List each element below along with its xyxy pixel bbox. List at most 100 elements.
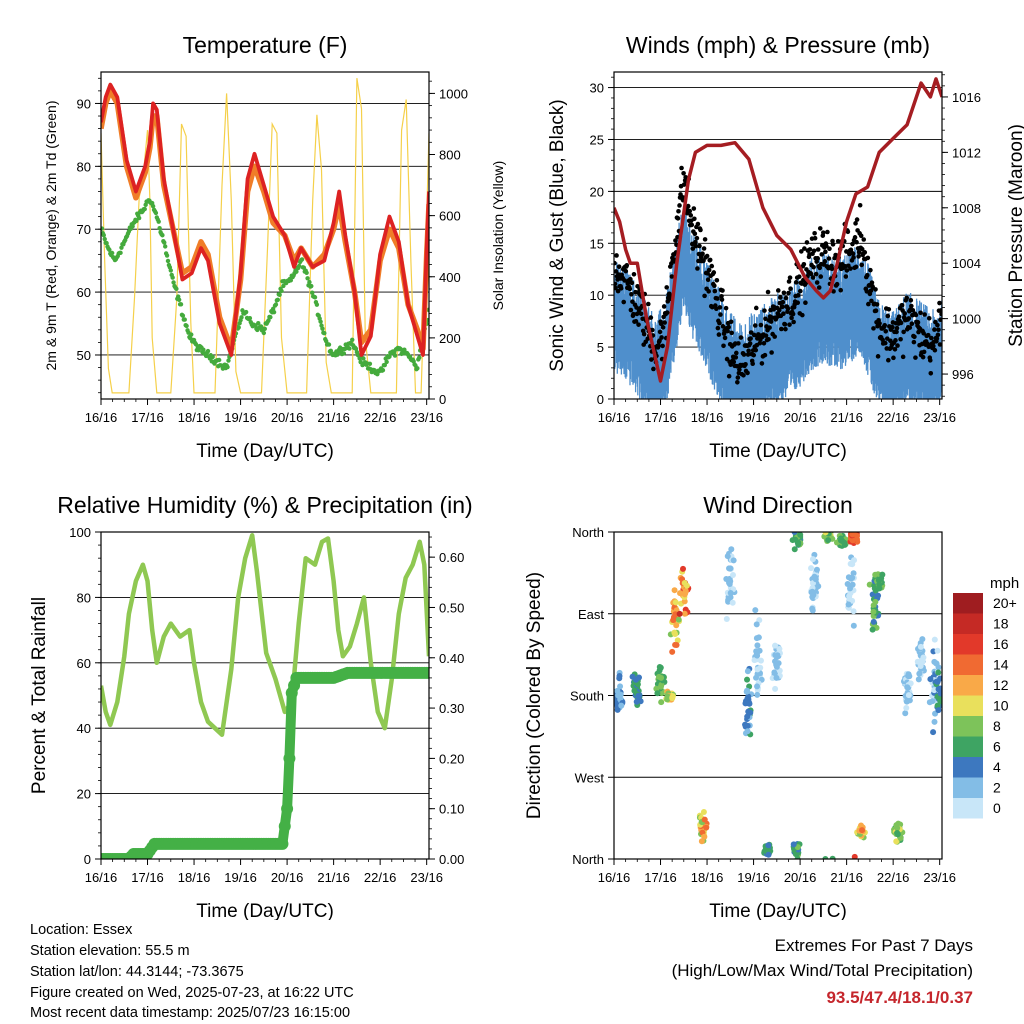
gust-point <box>772 334 777 339</box>
wind-direction-point <box>851 853 858 859</box>
wind-direction-point <box>765 842 772 849</box>
y2-tick-label: 1000 <box>439 86 468 101</box>
gust-point <box>759 361 765 366</box>
gust-point <box>823 249 828 255</box>
dewpoint-point <box>261 330 267 336</box>
gust-point <box>812 235 818 241</box>
gust-point <box>893 338 898 343</box>
gust-point <box>681 171 686 176</box>
wind-direction-point <box>744 695 751 702</box>
y-tick-label: 100 <box>69 525 91 540</box>
dewpoint-point <box>367 361 373 366</box>
y2-tick-label: 1000 <box>952 312 981 327</box>
legend-label: 16 <box>993 636 1009 652</box>
gust-point <box>728 319 734 325</box>
gust-point <box>725 328 730 334</box>
gust-point <box>734 350 739 356</box>
dewpoint-point <box>268 314 273 320</box>
gust-point <box>925 332 931 338</box>
gust-point <box>891 355 896 361</box>
gust-point <box>695 221 701 227</box>
gust-point <box>745 370 750 376</box>
plot-area <box>101 78 429 394</box>
y-tick-label: 20 <box>590 184 604 199</box>
wind-direction-point <box>754 652 761 659</box>
y2-tick-label: 0.30 <box>439 701 464 716</box>
legend-swatch <box>953 777 983 798</box>
y-tick-label: 5 <box>597 340 604 355</box>
gust-point <box>728 362 733 367</box>
charts-canvas: Temperature (F)Time (Day/UTC)50607080900… <box>29 32 1024 920</box>
gust-point <box>935 322 940 328</box>
gust-point <box>882 323 888 328</box>
gust-point <box>721 343 726 349</box>
gust-point <box>886 306 892 312</box>
gust-point <box>936 327 941 333</box>
wind-direction-point <box>809 556 816 563</box>
gust-point <box>664 310 670 315</box>
legend-swatch <box>953 654 983 675</box>
dewpoint-point <box>170 275 175 280</box>
wind-direction-point <box>700 808 707 815</box>
wind-direction-point <box>726 581 733 588</box>
wind-direction-point <box>729 572 736 579</box>
dewpoint-point <box>310 290 315 295</box>
wind-direction-point <box>751 657 758 664</box>
gust-point <box>689 222 695 228</box>
wind-direction-point <box>850 622 857 629</box>
gust-point <box>712 288 718 294</box>
gust-point <box>830 242 836 247</box>
gust-point <box>824 243 829 249</box>
wind-direction-point <box>797 532 804 538</box>
wind-direction-point <box>635 692 642 699</box>
gust-point <box>709 263 715 269</box>
gust-point <box>864 289 870 294</box>
dewpoint-point <box>196 348 201 353</box>
dewpoint-point <box>320 326 325 331</box>
gust-point <box>807 247 813 252</box>
gust-point <box>615 288 621 294</box>
wind-direction-point <box>726 565 733 572</box>
wind-direction-point <box>916 670 923 677</box>
legend-swatch <box>953 716 983 737</box>
gust-point <box>838 287 844 293</box>
gust-point <box>767 325 772 330</box>
wind-direction-point <box>822 855 829 859</box>
y-tick-label: 10 <box>590 288 604 303</box>
gust-point <box>675 216 681 221</box>
gust-point <box>869 298 874 304</box>
wind-direction-point <box>934 647 941 654</box>
wind-direction-point <box>937 698 942 705</box>
gust-point <box>821 230 826 235</box>
dewpoint-point <box>256 321 261 326</box>
y2-tick-label: 1008 <box>952 201 981 216</box>
gust-point <box>859 246 865 252</box>
gust-point <box>915 320 921 325</box>
wind-direction-point <box>701 833 708 840</box>
gust-point <box>896 314 902 320</box>
gust-point <box>906 316 912 321</box>
x-tick-label: 21/16 <box>830 870 863 885</box>
gust-point <box>743 362 748 367</box>
gust-point <box>633 319 639 324</box>
gust-point <box>662 320 667 325</box>
x-tick-label: 20/16 <box>271 410 304 425</box>
wind-direction-point <box>894 824 901 831</box>
gust-point <box>895 343 900 348</box>
wind-direction-point <box>937 675 942 682</box>
wind-direction-point <box>772 685 779 692</box>
dewpoint-point <box>101 226 105 231</box>
gust-point <box>679 165 684 171</box>
gust-point <box>888 338 893 344</box>
wind-direction-point <box>755 634 762 641</box>
gust-point <box>763 316 768 322</box>
y-tick-label: 60 <box>77 656 91 671</box>
wind-direction-point <box>724 553 731 560</box>
wind-direction-point <box>894 829 901 836</box>
wind-direction-point <box>746 700 753 707</box>
x-axis-label: Time (Day/UTC) <box>196 441 334 462</box>
x-tick-label: 19/16 <box>224 410 257 425</box>
gust-point <box>926 344 932 350</box>
gust-point <box>850 251 856 256</box>
gust-point <box>711 270 717 275</box>
